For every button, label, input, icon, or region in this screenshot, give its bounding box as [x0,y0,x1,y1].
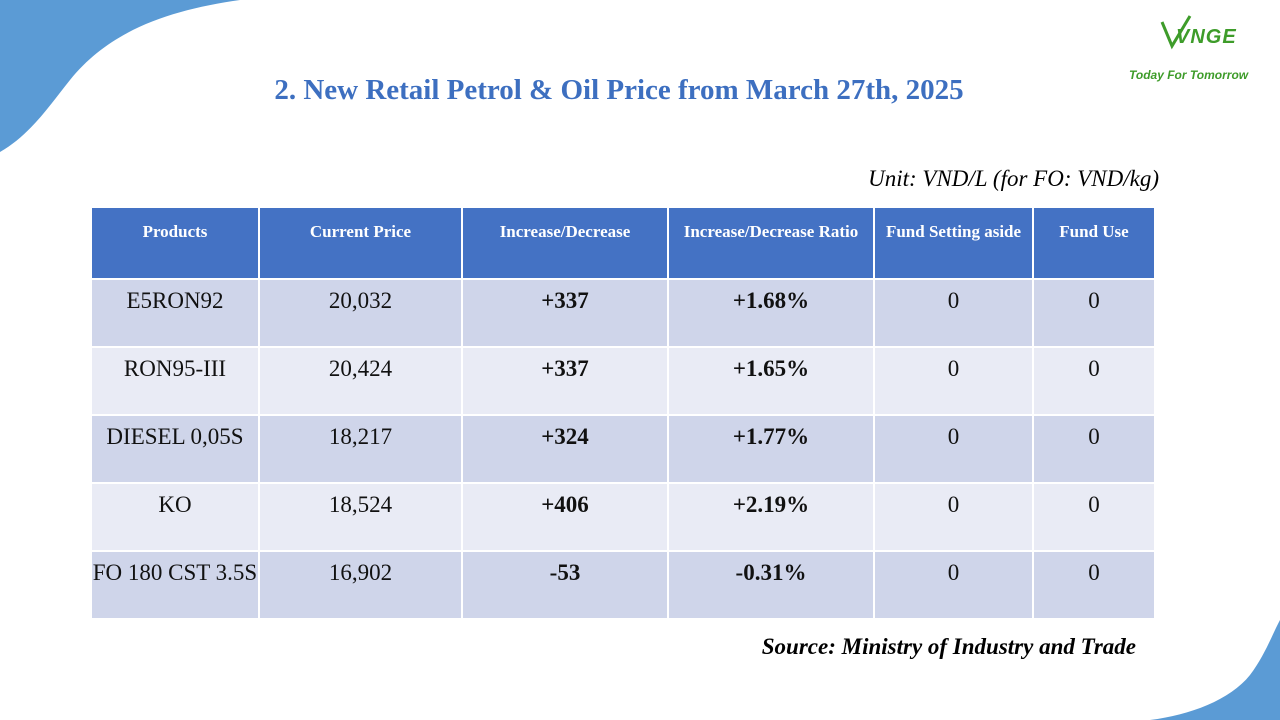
header-current-price: Current Price [258,206,463,280]
product-cell: E5RON92 [90,278,260,348]
ratio-cell: +1.65% [667,346,875,416]
change-cell: +406 [461,482,669,552]
table-row: FO 180 CST 3.5S 16,902 -53 -0.31% 0 0 [90,550,1156,620]
change-cell: -53 [461,550,669,620]
price-cell: 20,032 [258,278,463,348]
price-cell: 18,524 [258,482,463,552]
corner-decoration-bottom-right [1150,620,1280,720]
page-title: 2. New Retail Petrol & Oil Price from Ma… [274,74,964,106]
fund-setting-cell: 0 [873,414,1034,484]
change-cell: +337 [461,278,669,348]
product-cell: DIESEL 0,05S [90,414,260,484]
price-cell: 18,217 [258,414,463,484]
ratio-cell: -0.31% [667,550,875,620]
price-cell: 16,902 [258,550,463,620]
price-cell: 20,424 [258,346,463,416]
table-row: RON95-III 20,424 +337 +1.65% 0 0 [90,346,1156,416]
ratio-cell: +1.77% [667,414,875,484]
table-row: KO 18,524 +406 +2.19% 0 0 [90,482,1156,552]
table-header-row: Products Current Price Increase/Decrease… [90,206,1156,280]
fund-setting-cell: 0 [873,346,1034,416]
fund-use-cell: 0 [1032,550,1156,620]
ratio-cell: +1.68% [667,278,875,348]
fund-setting-cell: 0 [873,550,1034,620]
product-cell: KO [90,482,260,552]
logo-tagline: Today For Tomorrow [1129,68,1249,82]
source-note: Source: Ministry of Industry and Trade [761,634,1136,659]
table-row: DIESEL 0,05S 18,217 +324 +1.77% 0 0 [90,414,1156,484]
corner-decoration-top-left [0,0,240,152]
header-fund-setting-aside: Fund Setting aside [873,206,1034,280]
header-increase-decrease: Increase/Decrease [461,206,669,280]
fund-use-cell: 0 [1032,278,1156,348]
header-products: Products [90,206,260,280]
table-row: E5RON92 20,032 +337 +1.68% 0 0 [90,278,1156,348]
fund-use-cell: 0 [1032,414,1156,484]
fund-use-cell: 0 [1032,482,1156,552]
fund-setting-cell: 0 [873,278,1034,348]
unit-note: Unit: VND/L (for FO: VND/kg) [868,166,1159,191]
change-cell: +337 [461,346,669,416]
product-cell: FO 180 CST 3.5S [90,550,260,620]
logo-mark: VNGE [1176,26,1237,48]
logo: VNGE Today For Tomorrow [1128,14,1268,84]
header-fund-use: Fund Use [1032,206,1156,280]
change-cell: +324 [461,414,669,484]
price-table: Products Current Price Increase/Decrease… [90,206,1156,620]
product-cell: RON95-III [90,346,260,416]
logo-leaf-icon [1160,15,1192,50]
fund-use-cell: 0 [1032,346,1156,416]
ratio-cell: +2.19% [667,482,875,552]
fund-setting-cell: 0 [873,482,1034,552]
header-increase-decrease-ratio: Increase/Decrease Ratio [667,206,875,280]
